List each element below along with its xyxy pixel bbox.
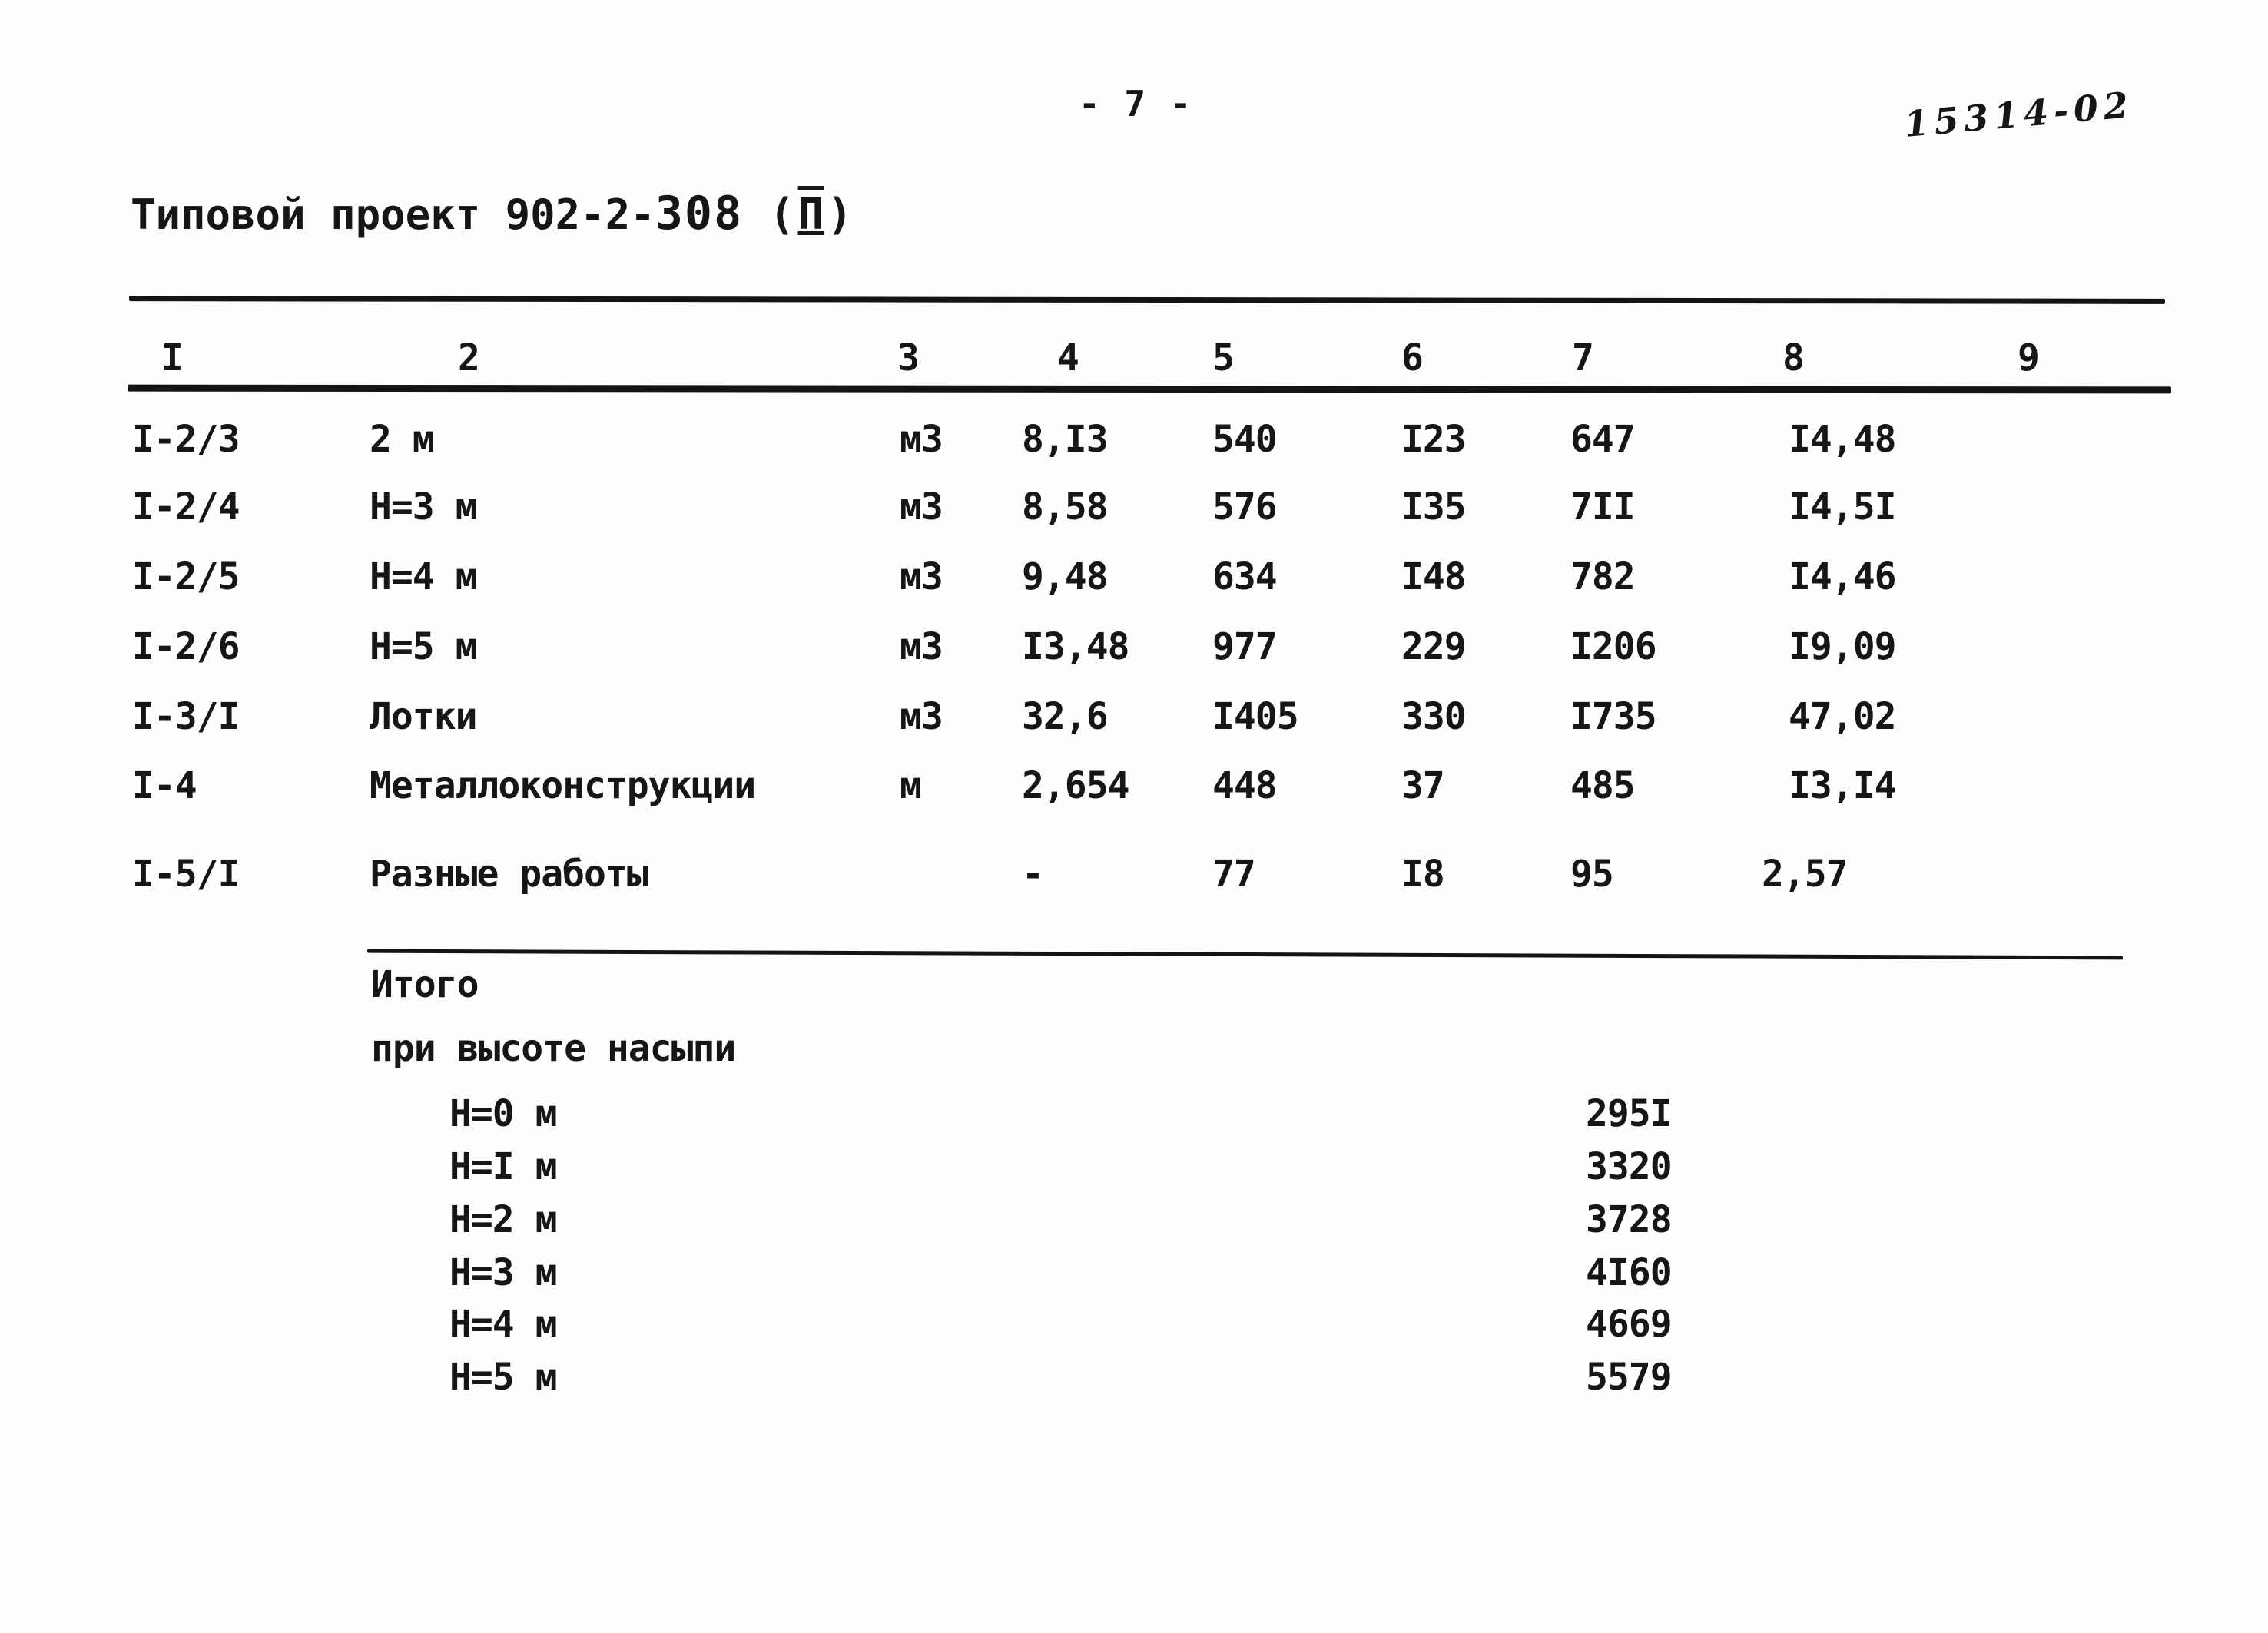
cell-col8: I9,09 <box>1789 625 1896 668</box>
cell-col8: I4,46 <box>1789 555 1896 598</box>
page-number: - 7 - <box>1079 83 1193 124</box>
cell-description: Лотки <box>370 695 477 738</box>
cell-unit: м3 <box>900 418 943 461</box>
column-header-7: 7 <box>1572 336 1594 379</box>
totals-label: Итого <box>371 963 479 1006</box>
column-header-9: 9 <box>2018 336 2040 379</box>
cell-code: I-2/5 <box>132 555 240 598</box>
total-value: 295I <box>1586 1092 1673 1135</box>
cell-code: I-2/4 <box>132 485 240 528</box>
cell-col7: 95 <box>1570 853 1614 896</box>
cell-col6: 330 <box>1401 695 1467 738</box>
cell-col7: 782 <box>1570 555 1636 598</box>
cell-unit: м3 <box>900 485 943 528</box>
cell-code: I-4 <box>132 764 197 807</box>
totals-divider-rule <box>366 949 2124 960</box>
cell-unit: м <box>900 764 922 807</box>
cell-col6: I23 <box>1401 418 1467 461</box>
cell-col8: I3,I4 <box>1789 764 1896 807</box>
cell-col7: 7II <box>1570 485 1636 528</box>
cell-col7: I206 <box>1570 625 1657 668</box>
cell-col5: I405 <box>1212 695 1299 738</box>
cell-code: I-5/I <box>132 853 240 896</box>
total-value: 4I60 <box>1586 1251 1673 1294</box>
total-height-label: Н=2 м <box>449 1198 557 1241</box>
total-height-label: Н=I м <box>449 1145 557 1188</box>
cell-description: Металлоконструкции <box>370 764 756 807</box>
total-height-label: Н=5 м <box>449 1356 557 1399</box>
cell-col8: 2,57 <box>1762 853 1849 896</box>
cell-col5: 448 <box>1212 764 1278 807</box>
cell-col4-dash: - <box>1022 853 1044 896</box>
cell-unit: м3 <box>900 625 943 668</box>
cell-col7: 485 <box>1570 764 1636 807</box>
cell-col4: 8,I3 <box>1022 418 1109 461</box>
handwritten-code: 15314-02 <box>1902 84 2135 145</box>
column-header-6: 6 <box>1401 336 1424 379</box>
cell-unit: м3 <box>900 695 943 738</box>
header-divider-rule <box>127 384 2172 394</box>
cell-col6: I8 <box>1401 853 1445 896</box>
total-value: 3728 <box>1586 1198 1673 1241</box>
total-value: 5579 <box>1586 1356 1673 1399</box>
cell-col6: I48 <box>1401 555 1467 598</box>
roman-numeral-two: П <box>797 190 824 240</box>
column-header-3: 3 <box>897 336 920 379</box>
cell-description: 2 м <box>370 418 435 461</box>
total-height-label: Н=4 м <box>449 1303 557 1346</box>
cell-col8: 47,02 <box>1789 695 1896 738</box>
cell-col5: 977 <box>1212 625 1278 668</box>
doc-title: Типовой проект 902-2-308 (П) <box>131 190 853 237</box>
cell-description: Н=3 м <box>370 485 477 528</box>
total-height-label: Н=0 м <box>449 1092 557 1135</box>
cell-col5: 77 <box>1212 853 1256 896</box>
cell-code: I-2/6 <box>132 625 240 668</box>
cell-col4: I3,48 <box>1022 625 1129 668</box>
cell-description: Н=4 м <box>370 555 477 598</box>
cell-col6: I35 <box>1401 485 1467 528</box>
title-project-number: 308 <box>655 187 744 240</box>
cell-col5: 634 <box>1212 555 1278 598</box>
cell-description: Разные работы <box>370 853 649 896</box>
column-header-1: I <box>161 336 184 379</box>
cell-col5: 576 <box>1212 485 1278 528</box>
column-header-5: 5 <box>1212 336 1235 379</box>
cell-col4: 2,654 <box>1022 764 1129 807</box>
totals-sublabel: при высоте насыпи <box>371 1027 736 1070</box>
cell-code: I-2/3 <box>132 418 240 461</box>
total-value: 3320 <box>1586 1145 1673 1188</box>
paren-close-char: ) <box>827 190 853 240</box>
cell-col4: 9,48 <box>1022 555 1109 598</box>
cell-col7: I735 <box>1570 695 1657 738</box>
total-height-label: Н=3 м <box>449 1251 557 1294</box>
cell-col6: 37 <box>1401 764 1445 807</box>
cell-col7: 647 <box>1570 418 1636 461</box>
cell-col5: 540 <box>1212 418 1278 461</box>
total-value: 4669 <box>1586 1303 1673 1346</box>
cell-col8: I4,5I <box>1789 485 1896 528</box>
table-top-rule <box>128 296 2166 304</box>
title-roman-group: (П) <box>743 190 853 240</box>
cell-col4: 8,58 <box>1022 485 1109 528</box>
cell-code: I-3/I <box>132 695 240 738</box>
cell-col6: 229 <box>1401 625 1467 668</box>
column-header-4: 4 <box>1057 336 1079 379</box>
paren-open-char: ( <box>768 190 795 240</box>
cell-col8: I4,48 <box>1789 418 1896 461</box>
cell-unit: м3 <box>900 555 943 598</box>
cell-col4: 32,6 <box>1022 695 1109 738</box>
column-header-2: 2 <box>458 336 480 379</box>
cell-description: Н=5 м <box>370 625 477 668</box>
title-prefix: Типовой проект 902-2- <box>131 190 655 239</box>
column-header-8: 8 <box>1782 336 1805 379</box>
